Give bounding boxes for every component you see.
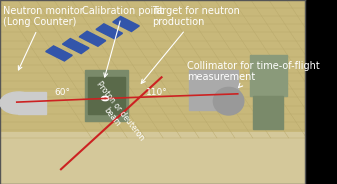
Text: Neutron monitor
(Long Counter): Neutron monitor (Long Counter) <box>3 6 84 70</box>
Bar <box>46 46 72 61</box>
Bar <box>18 92 46 114</box>
Bar <box>79 31 106 46</box>
Circle shape <box>0 92 37 114</box>
Polygon shape <box>0 0 305 138</box>
Bar <box>113 16 139 31</box>
Circle shape <box>101 96 109 101</box>
Bar <box>189 70 238 110</box>
Bar <box>250 55 286 96</box>
Text: Target for neutron
production: Target for neutron production <box>141 6 240 83</box>
Bar <box>96 24 123 39</box>
Text: 110°: 110° <box>146 89 168 97</box>
Text: Calibration point: Calibration point <box>82 6 164 77</box>
Bar <box>88 77 125 114</box>
Bar <box>62 38 89 54</box>
Polygon shape <box>0 132 305 184</box>
Ellipse shape <box>213 87 244 115</box>
Text: Collimator for time-of-flight
measurement: Collimator for time-of-flight measuremen… <box>187 61 320 88</box>
Text: Proton or deuteron
beam: Proton or deuteron beam <box>86 80 146 148</box>
Bar <box>85 70 128 121</box>
Bar <box>253 96 283 129</box>
Text: 60°: 60° <box>55 89 70 97</box>
